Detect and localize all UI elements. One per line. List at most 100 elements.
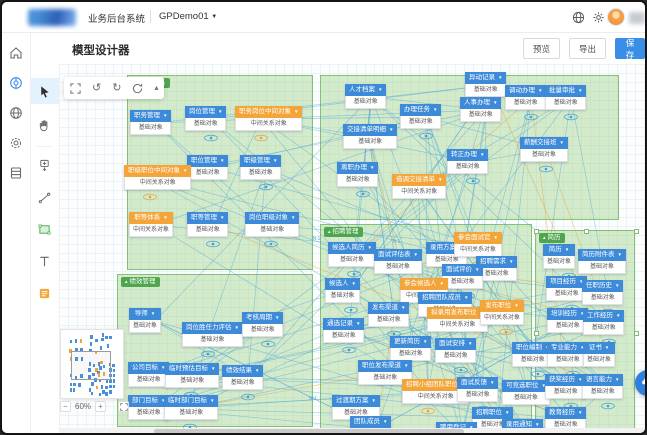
node-title[interactable]: 临时部门目标 ▼ <box>164 395 219 407</box>
fit-screen-icon[interactable] <box>70 82 81 94</box>
node-title[interactable]: 简历 ▼ <box>543 244 576 256</box>
node-title[interactable]: 薪酬交接班 ▼ <box>520 137 568 149</box>
node-title[interactable]: 职等管理 ▼ <box>187 212 229 224</box>
chevron-down-icon[interactable]: ▼ <box>578 410 583 415</box>
model-icon[interactable] <box>9 76 23 90</box>
model-node[interactable]: 办理任务 ▼ 基础对象 <box>400 104 442 129</box>
chevron-down-icon[interactable]: ▼ <box>535 422 540 427</box>
node-title[interactable]: 过渡期方案 ▼ <box>332 395 380 407</box>
node-title[interactable]: 发布渠道 ▼ <box>368 302 410 314</box>
chevron-down-icon[interactable]: ▼ <box>404 363 409 368</box>
model-node[interactable]: 候选人 ▼ 基础对象 <box>325 278 360 303</box>
chevron-down-icon[interactable]: ▼ <box>234 325 239 330</box>
model-node[interactable]: 人事办理 ▼ 基础对象 <box>460 97 502 122</box>
node-title[interactable]: 职位管理 ▼ <box>187 155 229 167</box>
chevron-down-icon[interactable]: ▼ <box>578 88 583 93</box>
chevron-down-icon[interactable]: ▼ <box>220 158 225 163</box>
node-title[interactable]: 导师 ▼ <box>129 308 162 320</box>
model-node[interactable]: 职位管理 ▼ 基础对象 <box>187 155 229 180</box>
node-title[interactable]: 考核周期 ▼ <box>242 312 284 324</box>
node-title[interactable]: 可竞选职位 ▼ <box>502 380 550 392</box>
chevron-down-icon[interactable]: ▼ <box>255 368 260 373</box>
model-node[interactable]: 人才档案 ▼ 基础对象 <box>345 84 387 109</box>
chevron-down-icon[interactable]: ▼ <box>514 303 519 308</box>
model-node[interactable]: 发布渠道 ▼ 基础对象 <box>368 302 410 327</box>
model-node[interactable]: 更新简历 ▼ 基础对象 <box>390 336 432 361</box>
chevron-down-icon[interactable]: ▼ <box>438 177 443 182</box>
model-node[interactable]: 简历附件表 ▼ 基础对象 <box>578 249 626 274</box>
model-node[interactable]: 候选人简历 ▼ 基础对象 <box>328 242 376 267</box>
node-title[interactable]: 离职办理 ▼ <box>337 162 379 174</box>
chevron-down-icon[interactable]: ▼ <box>183 168 188 173</box>
chevron-down-icon[interactable]: ▼ <box>370 165 375 170</box>
fit-view-button[interactable] <box>118 401 130 412</box>
globe-icon[interactable] <box>572 11 585 24</box>
node-title[interactable]: 办理任务 ▼ <box>400 104 442 116</box>
collapse-toolbar-icon[interactable]: ▴ <box>154 83 159 92</box>
node-title[interactable]: 职位发布渠道 ▼ <box>358 360 413 372</box>
group-label[interactable]: ▴ 招聘管理 <box>324 227 363 237</box>
model-node[interactable]: 可竞选职位 ▼ 基础对象 <box>502 380 550 405</box>
reset-view-icon[interactable] <box>132 83 143 94</box>
minimap[interactable] <box>60 329 124 399</box>
model-node[interactable]: 职等管理 ▼ 基础对象 <box>187 212 229 237</box>
redo-icon[interactable]: ↻ <box>112 81 122 94</box>
model-node[interactable]: 交接清单明细 ▼ 基础对象 <box>343 124 398 149</box>
chevron-down-icon[interactable]: ▼ <box>371 398 376 403</box>
model-node[interactable]: 薪酬交接班 ▼ 基础对象 <box>520 137 568 162</box>
model-node[interactable]: 职务岗位中间对象 ▼ 中间关系对象 <box>235 106 303 131</box>
chevron-down-icon[interactable]: ▼ <box>564 247 570 252</box>
chevron-down-icon[interactable]: ▼ <box>490 380 495 385</box>
model-node[interactable]: 参会面试官 ▼ 中间关系对象 <box>454 232 502 257</box>
node-title[interactable]: 获奖经历 ▼ <box>545 374 587 386</box>
model-node[interactable]: 通选记录 ▼ 基础对象 <box>323 318 365 343</box>
chevron-down-icon[interactable]: ▼ <box>389 127 394 132</box>
horizontal-scrollbar[interactable] <box>59 428 645 433</box>
node-title[interactable]: 异动记录 ▼ <box>465 72 507 84</box>
chevron-down-icon[interactable]: ▼ <box>163 113 168 118</box>
project-selector[interactable]: GPDemo01 ▼ <box>159 11 218 22</box>
database-icon[interactable] <box>9 166 23 180</box>
model-node[interactable]: 批量审批 ▼ 基础对象 <box>545 85 587 110</box>
chevron-down-icon[interactable]: ▼ <box>401 305 406 310</box>
model-node[interactable]: 职级管理 ▼ 基础对象 <box>240 155 282 180</box>
node-title[interactable]: 职务岗位中间对象 ▼ <box>235 106 303 118</box>
node-title[interactable]: 人事办理 ▼ <box>460 97 502 109</box>
settings-icon[interactable] <box>592 11 605 24</box>
node-title[interactable]: 教育经历 ▼ <box>545 407 587 419</box>
node-title[interactable]: 通选记录 ▼ <box>323 318 365 330</box>
node-title[interactable]: 职务管理 ▼ <box>130 110 172 122</box>
node-title[interactable]: 更新简历 ▼ <box>390 336 432 348</box>
globe-icon[interactable] <box>9 106 23 120</box>
node-title[interactable]: 职级职位中间对象 ▼ <box>124 165 192 177</box>
node-title[interactable]: 交接清单明细 ▼ <box>343 124 398 136</box>
text-tool[interactable] <box>30 248 59 274</box>
node-title[interactable]: 借调交接清单 ▼ <box>392 174 447 186</box>
model-node[interactable]: 考核周期 ▼ 基础对象 <box>242 312 284 337</box>
chevron-down-icon[interactable]: ▼ <box>356 321 361 326</box>
model-node[interactable]: 临时部门目标 ▼ 基础对象 <box>164 395 219 420</box>
chevron-down-icon[interactable]: ▼ <box>468 341 473 346</box>
model-node[interactable]: 借调交接清单 ▼ 中间关系对象 <box>392 174 447 199</box>
chevron-down-icon[interactable]: ▼ <box>493 235 498 240</box>
model-node[interactable]: 职级职位中间对象 ▼ 中间关系对象 <box>124 165 192 190</box>
model-node[interactable]: 岗位职级对象 ▼ 基础对象 <box>245 212 300 237</box>
selection-handle[interactable] <box>633 330 639 336</box>
model-node[interactable]: 工作经历 ▼ 基础对象 <box>583 310 625 335</box>
model-node[interactable]: 异动记录 ▼ 基础对象 <box>465 72 507 97</box>
model-node[interactable]: 获奖经历 ▼ 基础对象 <box>545 374 587 399</box>
model-node[interactable]: 职等体系 ▼ 中间关系对象 <box>129 212 174 237</box>
node-title[interactable]: 面试评价 ▼ <box>442 264 484 276</box>
model-node[interactable]: 面试评估表 ▼ 基础对象 <box>374 249 422 274</box>
group-label[interactable]: ▴ 简历 <box>539 233 565 243</box>
undo-icon[interactable]: ↺ <box>92 81 102 94</box>
node-title[interactable]: 招聘团队成员 ▼ <box>418 292 473 304</box>
model-node[interactable]: 离职办理 ▼ 基础对象 <box>337 162 379 187</box>
chevron-down-icon[interactable]: ▼ <box>469 425 474 428</box>
export-button[interactable]: 导出 <box>569 38 607 59</box>
chevron-down-icon[interactable]: ▼ <box>294 109 299 114</box>
chevron-down-icon[interactable]: ▼ <box>378 87 383 92</box>
chevron-down-icon[interactable]: ▼ <box>163 215 168 220</box>
model-node[interactable]: 任职历史 ▼ 基础对象 <box>582 280 624 305</box>
model-canvas[interactable]: ▴组织体系▴招聘管理▴绩效管理▴简历N:1N:1N:1N:1N:1N:1职务管理… <box>59 64 645 428</box>
